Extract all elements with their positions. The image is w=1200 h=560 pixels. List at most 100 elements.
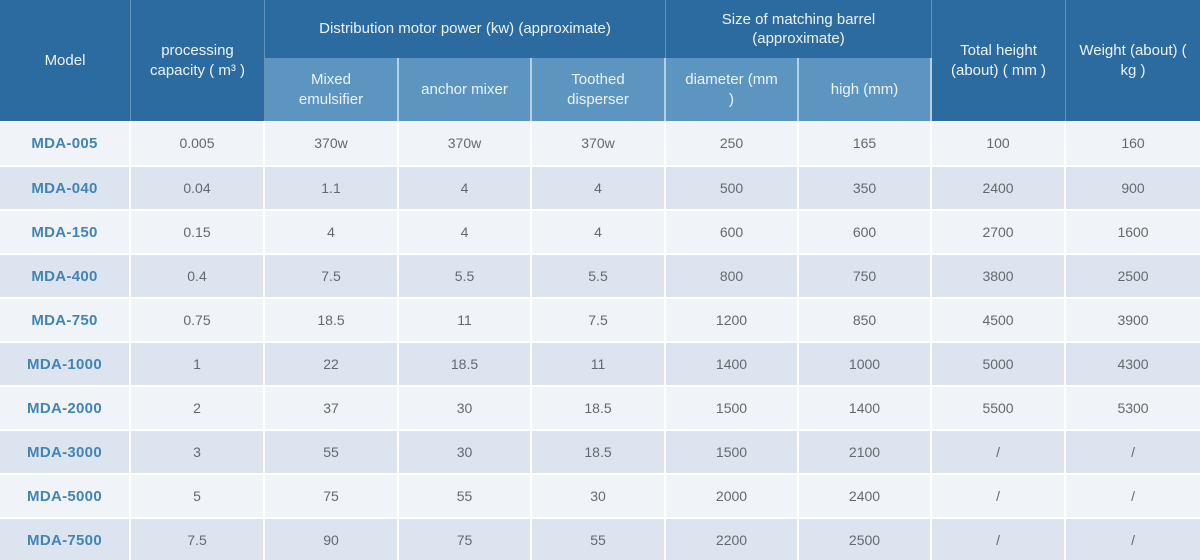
- col-group-barrel-size: Size of matching barrel (approximate): [666, 0, 933, 58]
- model-cell: MDA-005: [0, 121, 131, 165]
- value-cell: 370w: [399, 121, 532, 165]
- value-cell: 90: [265, 517, 399, 560]
- value-cell: 11: [532, 341, 666, 385]
- model-cell: MDA-400: [0, 253, 131, 297]
- value-cell: 4: [532, 209, 666, 253]
- value-cell: /: [1066, 473, 1200, 517]
- value-cell: 55: [265, 429, 399, 473]
- value-cell: 0.04: [131, 165, 265, 209]
- col-header-model: Model: [0, 0, 131, 121]
- value-cell: 100: [932, 121, 1067, 165]
- value-cell: 160: [1121, 135, 1145, 151]
- value-cell: 0.4: [131, 253, 265, 297]
- header-sub-row: Mixed emulsifier anchor mixer Toothed di…: [0, 58, 1200, 121]
- col-header-weight: Weight (about) ( kg ): [1066, 0, 1200, 121]
- value-cell: 2200: [666, 517, 799, 560]
- value-cell: 750: [799, 253, 933, 297]
- value-cell: 800: [666, 253, 799, 297]
- table-row: MDA-005 0.005 370w 370w 370w 250 165 100 160: [0, 121, 1200, 165]
- table-row: MDA-1000 1 22 18.5 11 1400 1000 5000 4300: [0, 341, 1200, 385]
- value-cell: 4: [265, 209, 399, 253]
- value-cell: 18.5: [265, 297, 399, 341]
- value-cell: 22: [265, 341, 399, 385]
- table-header: Model processing capacity ( m³ ) Distrib…: [0, 0, 1200, 121]
- value-cell: 500: [666, 165, 799, 209]
- model-cell: MDA-150: [0, 209, 131, 253]
- value-cell: 1400: [666, 341, 799, 385]
- table-row: MDA-400 0.4 7.5 5.5 5.5 800 750 3800 2500: [0, 253, 1200, 297]
- col-header-total-height: Total height (about) ( mm ): [932, 0, 1067, 121]
- value-cell: 5.5: [532, 253, 666, 297]
- value-cell: /: [932, 429, 1067, 473]
- col-subheader-high: high (mm): [799, 58, 933, 121]
- value-cell: 30: [532, 473, 666, 517]
- value-cell: /: [1066, 517, 1200, 560]
- model-cell: MDA-3000: [0, 429, 131, 473]
- value-cell: 55: [532, 517, 666, 560]
- value-cell: 2400: [799, 473, 933, 517]
- value-cell: 0.005: [131, 121, 265, 165]
- col-subheader-diameter: diameter (mm ): [666, 58, 799, 121]
- value-cell: /: [932, 517, 1067, 560]
- value-cell: 75: [265, 473, 399, 517]
- value-cell: 370w: [532, 121, 666, 165]
- value-cell: 55: [399, 473, 532, 517]
- value-cell: 2: [131, 385, 265, 429]
- value-cell: 3: [131, 429, 265, 473]
- table-row: MDA-2000 2 37 30 18.5 1500 1400 5500 5300: [0, 385, 1200, 429]
- value-cell: 0.15: [131, 209, 265, 253]
- value-cell: 18.5: [532, 385, 666, 429]
- header-group-row: Model processing capacity ( m³ ) Distrib…: [0, 0, 1200, 121]
- value-cell: 850: [799, 297, 933, 341]
- value-cell: 1: [131, 341, 265, 385]
- col-header-processing-capacity: processing capacity ( m³ ): [131, 0, 265, 121]
- value-cell: 18.5: [532, 429, 666, 473]
- value-cell: 30: [399, 429, 532, 473]
- value-cell: 7.5: [265, 253, 399, 297]
- value-cell: 2500: [799, 517, 933, 560]
- model-cell: MDA-2000: [0, 385, 131, 429]
- value-cell: 30: [399, 385, 532, 429]
- model-cell: MDA-1000: [0, 341, 131, 385]
- col-subheader-anchor-mixer: anchor mixer: [399, 58, 532, 121]
- value-cell: 0.75: [131, 297, 265, 341]
- value-cell: 7.5: [532, 297, 666, 341]
- value-cell: 1.1: [265, 165, 399, 209]
- col-group-motor-power: Distribution motor power (kw) (approxima…: [265, 0, 666, 58]
- value-cell: 600: [799, 209, 933, 253]
- value-cell: 900: [1066, 165, 1200, 209]
- value-cell: 350: [799, 165, 933, 209]
- table-body: MDA-005 0.005 370w 370w 370w 250 165 100 160 MDA-…: [0, 121, 1200, 560]
- table-row: MDA-7500 7.5 90 75 55 2200 2500//: [0, 517, 1200, 560]
- value-cell: 3800: [932, 253, 1067, 297]
- value-cell: 2400: [932, 165, 1067, 209]
- value-cell: 1600: [1066, 209, 1200, 253]
- value-cell: 2100: [799, 429, 933, 473]
- table-row: MDA-3000 3 55 30 18.5 1500 2100//: [0, 429, 1200, 473]
- value-cell: 75: [399, 517, 532, 560]
- value-cell: 3900: [1066, 297, 1200, 341]
- value-cell: 2700: [932, 209, 1067, 253]
- table-row: MDA-150 0.15 4 4 4 600 600 2700 1600: [0, 209, 1200, 253]
- value-cell: 5300: [1066, 385, 1200, 429]
- value-cell: 165: [799, 121, 933, 165]
- col-subheader-toothed-disperser: Toothed disperser: [532, 58, 666, 121]
- value-cell: 5.5: [399, 253, 532, 297]
- value-cell: 5000: [932, 341, 1067, 385]
- model-cell: MDA-5000: [0, 473, 131, 517]
- col-subheader-mixed-emulsifier: Mixed emulsifier: [265, 58, 399, 121]
- value-cell: 600: [666, 209, 799, 253]
- table-row: MDA-750 0.75 18.5 11 7.5 1200 850 4500 3900: [0, 297, 1200, 341]
- value-cell: 1200: [666, 297, 799, 341]
- value-cell: /: [932, 473, 1067, 517]
- value-cell: 5: [131, 473, 265, 517]
- value-cell: 1500: [666, 385, 799, 429]
- value-cell: 11: [399, 297, 532, 341]
- value-cell: 4300: [1066, 341, 1200, 385]
- value-cell: 1400: [799, 385, 933, 429]
- value-cell: 1500: [666, 429, 799, 473]
- value-cell: 5500: [932, 385, 1067, 429]
- model-cell: MDA-7500: [0, 517, 131, 560]
